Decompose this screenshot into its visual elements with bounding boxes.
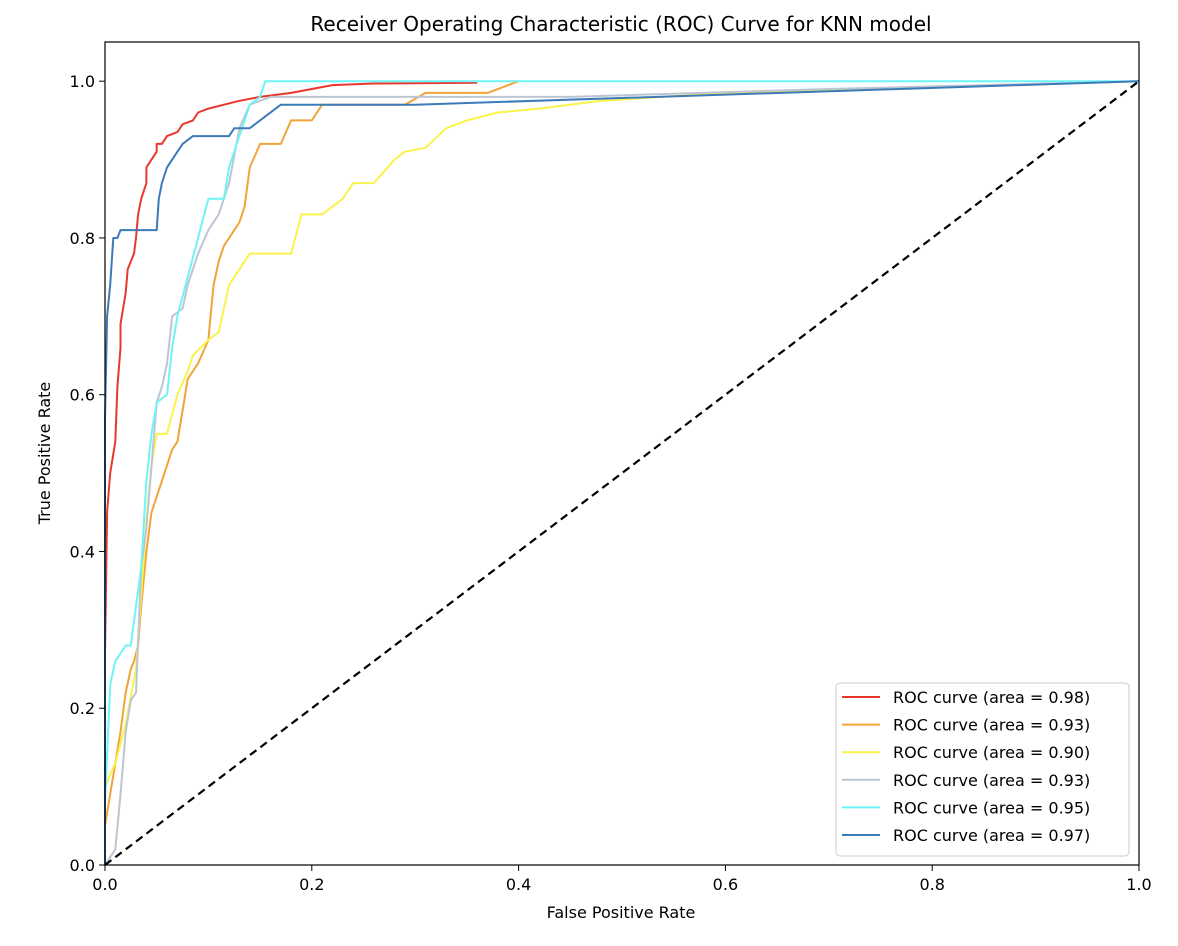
x-tick-label: 0.0 [92,875,117,894]
y-tick-label: 0.8 [70,229,95,248]
legend-label: ROC curve (area = 0.93) [893,771,1090,790]
series-line-4 [104,80,1140,866]
plot-frame [104,41,1140,866]
y-axis-label: True Positive Rate [35,382,54,526]
legend-label: ROC curve (area = 0.95) [893,798,1090,817]
series-line-6 [104,80,1140,865]
chart-title: Receiver Operating Characteristic (ROC) … [310,12,931,36]
y-axis-ticks: 0.0 0.2 0.4 0.6 0.8 1.0 [70,72,105,875]
x-tick-label: 0.4 [506,875,531,894]
y-tick-label: 1.0 [70,72,95,91]
y-tick-label: 0.6 [70,386,95,405]
x-tick-label: 0.2 [299,875,324,894]
series-line-5 [104,80,1139,865]
legend-label: ROC curve (area = 0.93) [893,716,1090,735]
series-line-2 [104,80,519,865]
legend-label: ROC curve (area = 0.90) [893,743,1090,762]
x-axis-label: False Positive Rate [547,903,696,922]
chance-diagonal-line [104,80,1140,866]
legend: ROC curve (area = 0.98) ROC curve (area =… [835,682,1130,857]
x-tick-label: 1.0 [1126,875,1151,894]
legend-label: ROC curve (area = 0.97) [893,826,1090,845]
y-tick-label: 0.2 [70,699,95,718]
x-tick-label: 0.8 [919,875,944,894]
plot-lines [104,80,1140,866]
series-line-1 [104,81,478,865]
y-tick-label: 0.4 [70,542,95,561]
x-tick-label: 0.6 [713,875,738,894]
y-tick-label: 0.0 [70,856,95,875]
legend-label: ROC curve (area = 0.98) [893,688,1090,707]
x-axis-ticks: 0.0 0.2 0.4 0.6 0.8 1.0 [92,865,1152,894]
legend-box [835,682,1130,857]
